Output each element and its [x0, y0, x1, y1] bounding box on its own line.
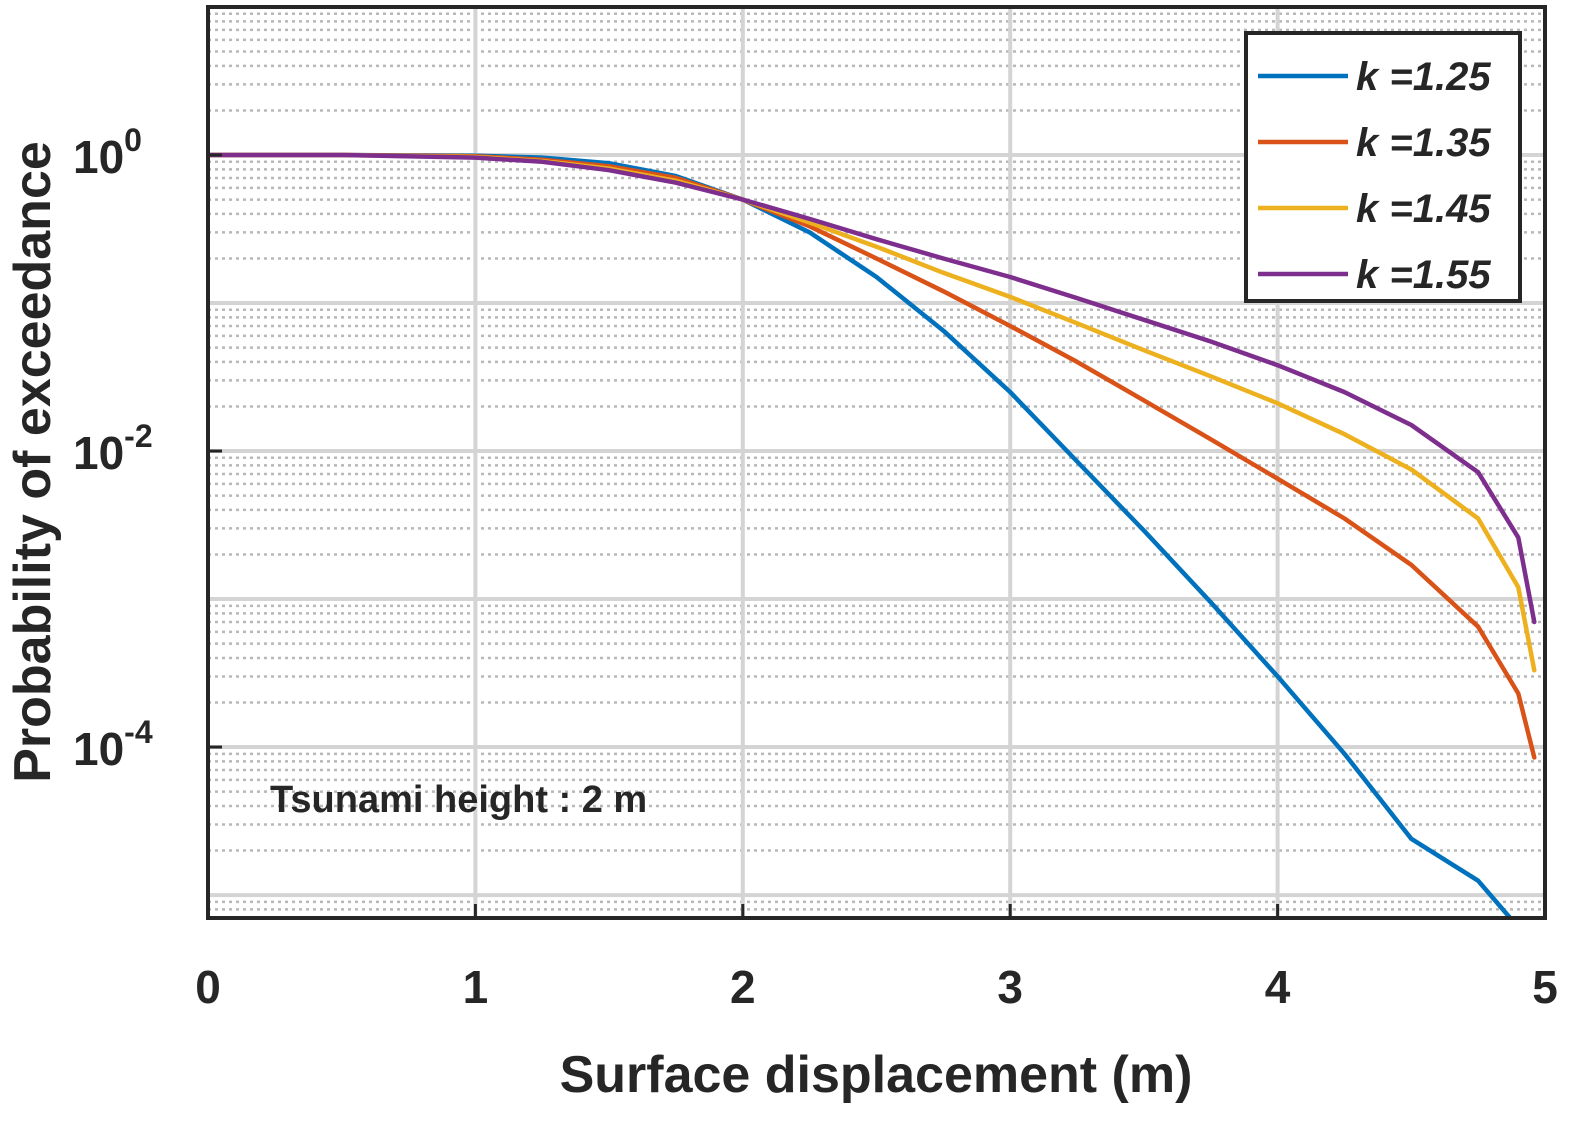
legend-label-4: k =1.55: [1356, 253, 1491, 297]
series-lines: [208, 152, 1537, 918]
y-axis-label: Probability of exceedance: [4, 141, 62, 783]
series-line-4: [208, 152, 1537, 625]
x-tick-label: 4: [1265, 961, 1291, 1013]
x-tick-label: 2: [730, 961, 756, 1013]
legend-label-1: k =1.25: [1356, 55, 1491, 99]
x-tick-label: 1: [463, 961, 489, 1013]
plot-frame: [206, 5, 1547, 920]
x-tick-label: 0: [195, 961, 221, 1013]
x-axis-label: Surface displacement (m): [560, 1046, 1193, 1104]
x-tick-label: 3: [997, 961, 1023, 1013]
legend-label-3: k =1.45: [1356, 187, 1491, 231]
y-tick-label: 10-2: [73, 418, 153, 479]
y-axis-ticks: 100 10-2 10-4: [73, 122, 222, 775]
legend-label-2: k =1.35: [1356, 121, 1491, 165]
y-tick-label: 100: [73, 122, 142, 183]
y-tick-label: 10-4: [73, 714, 153, 775]
x-axis-ticks: 0 1 2 3 4 5: [195, 904, 1558, 1013]
legend: k =1.25 k =1.35 k =1.45 k =1.55: [1244, 31, 1522, 303]
tsunami-height-annotation: Tsunami height : 2 m: [270, 779, 647, 821]
x-tick-label: 5: [1532, 961, 1558, 1013]
